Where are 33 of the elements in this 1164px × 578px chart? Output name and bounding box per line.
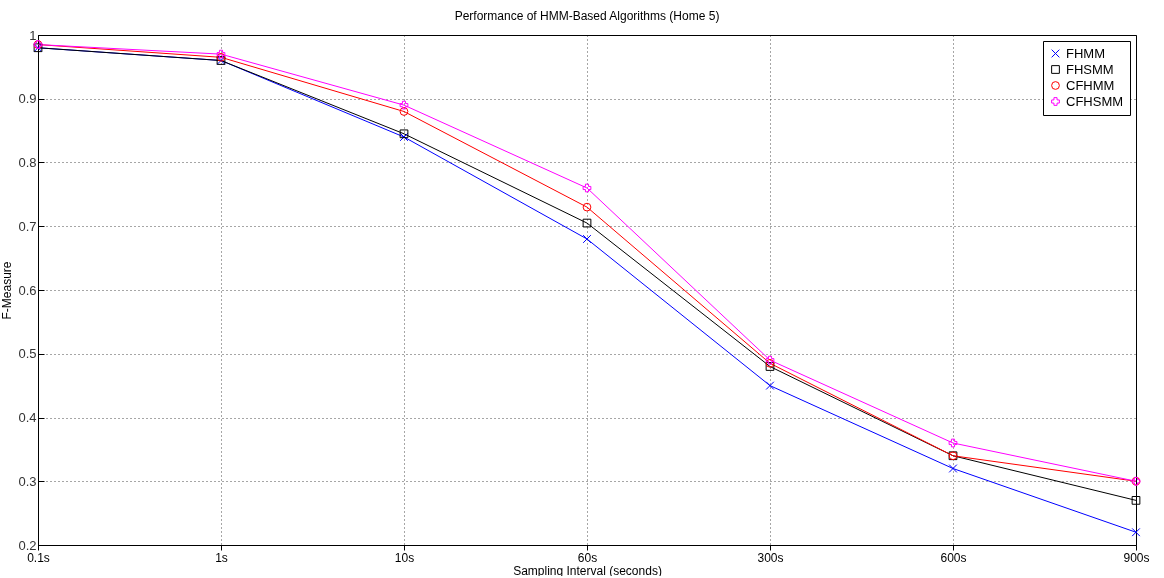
y-tick-label: 0.7 — [18, 218, 37, 234]
chart-title: Performance of HMM-Based Algorithms (Home 5) — [454, 9, 720, 23]
x-tick-label: 300s — [757, 550, 784, 565]
point — [582, 218, 592, 228]
point — [399, 107, 409, 116]
point — [1131, 496, 1141, 505]
x-tick-label: 1s — [215, 550, 228, 565]
y-tick-label: 1 — [29, 27, 37, 43]
point — [948, 438, 958, 448]
y-tick-label: 0.2 — [18, 537, 37, 553]
y-tick-label: 0.6 — [18, 282, 37, 298]
legend-label: FHMM — [1066, 45, 1105, 61]
x-tick-label: 10s — [394, 550, 415, 565]
y-tick-label: 0.8 — [18, 155, 37, 170]
x-tick-label: 60s — [577, 550, 598, 565]
point — [1131, 527, 1141, 537]
point — [399, 100, 409, 110]
legend-label: CFHMM — [1066, 77, 1115, 93]
x-tick-label: 600s — [940, 550, 967, 565]
point — [765, 362, 775, 371]
point — [582, 202, 592, 212]
point — [948, 464, 958, 473]
point — [582, 183, 592, 193]
y-tick-label: 0.3 — [18, 473, 37, 489]
y-tick-label: 0.9 — [18, 91, 37, 107]
legend-label: FHSMM — [1066, 61, 1114, 77]
x-tick-label: 0.1s — [27, 550, 50, 565]
y-tick-label: 0.5 — [18, 346, 37, 362]
point — [765, 381, 775, 390]
legend-label: CFHSMM — [1066, 93, 1124, 109]
x-tick-label: 900s — [1123, 550, 1150, 565]
y-tick-label: 0.4 — [18, 410, 37, 425]
y-axis-title: F-Measure — [0, 261, 15, 320]
